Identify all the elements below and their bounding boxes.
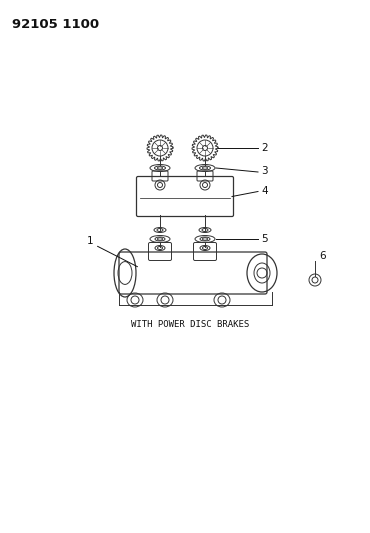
Text: 1: 1 <box>87 236 93 246</box>
Text: WITH POWER DISC BRAKES: WITH POWER DISC BRAKES <box>131 320 249 329</box>
Text: 6: 6 <box>319 251 326 261</box>
Text: 4: 4 <box>261 185 268 196</box>
Text: 5: 5 <box>261 234 268 244</box>
Text: 3: 3 <box>261 166 268 176</box>
Text: 2: 2 <box>261 143 268 153</box>
Text: 92105 1100: 92105 1100 <box>12 18 99 31</box>
